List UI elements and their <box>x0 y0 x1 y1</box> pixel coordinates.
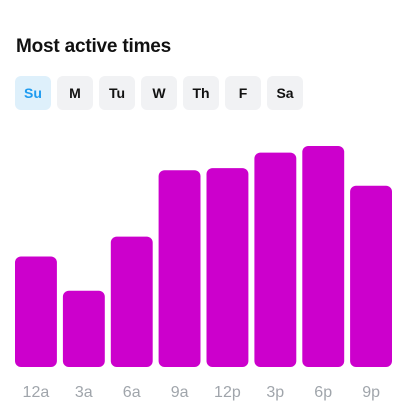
bars-group <box>15 146 392 367</box>
tab-day-m[interactable]: M <box>57 76 93 110</box>
bar-9a <box>158 170 201 367</box>
tab-day-th[interactable]: Th <box>183 76 219 110</box>
x-tick-label: 9p <box>362 384 380 401</box>
x-tick-label: 6p <box>314 384 332 401</box>
tab-day-su[interactable]: Su <box>15 76 51 110</box>
x-tick-label: 12p <box>214 384 241 401</box>
day-tabs: Su M Tu W Th F Sa <box>15 76 303 110</box>
x-tick-label: 3p <box>266 384 284 401</box>
x-tick-label: 3a <box>75 384 93 401</box>
tab-day-sa[interactable]: Sa <box>267 76 303 110</box>
bar-12p <box>206 168 249 367</box>
bar-9p <box>350 185 392 367</box>
x-tick-label: 12a <box>23 384 50 401</box>
x-tick-label: 9a <box>171 384 189 401</box>
bar-6a <box>110 236 153 367</box>
page-title: Most active times <box>16 36 171 57</box>
bar-12a <box>15 256 57 367</box>
tab-day-f[interactable]: F <box>225 76 261 110</box>
bar-3p <box>254 152 297 367</box>
bar-3a <box>62 290 105 367</box>
x-axis-labels: 12a 3a 6a 9a 12p 3p 6p 9p <box>23 384 381 401</box>
bar-6p <box>302 146 345 367</box>
tab-day-tu[interactable]: Tu <box>99 76 135 110</box>
x-tick-label: 6a <box>123 384 141 401</box>
tab-day-w[interactable]: W <box>141 76 177 110</box>
